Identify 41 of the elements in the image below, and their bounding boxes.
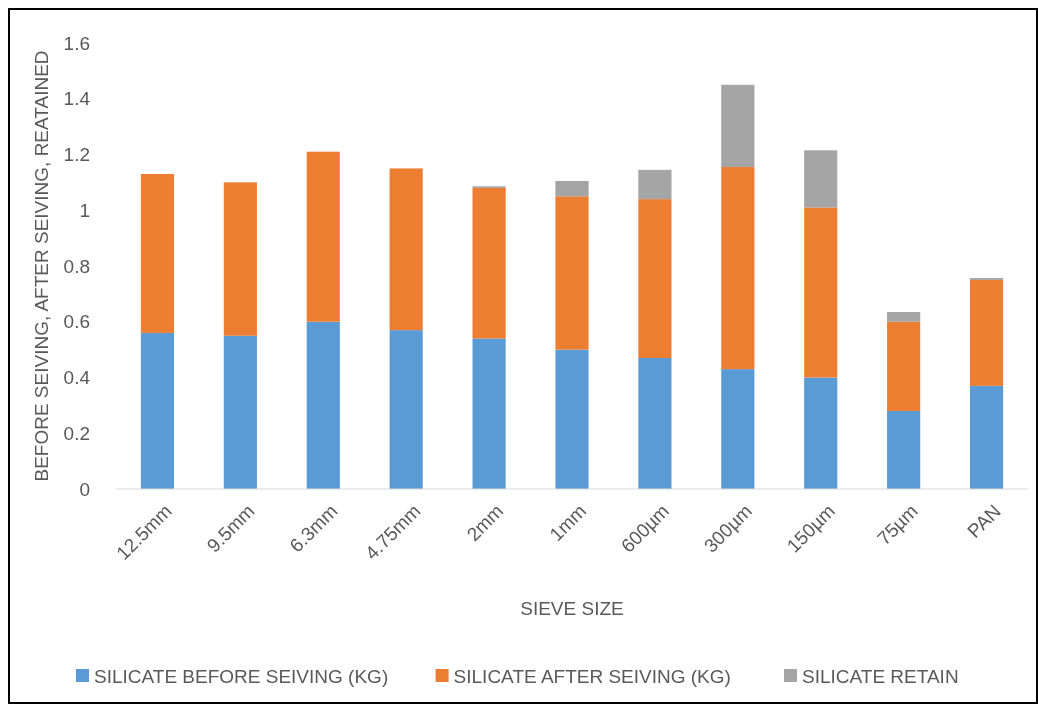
bar: [721, 167, 755, 370]
bar: [389, 330, 423, 489]
x-axis-title: SIEVE SIZE: [520, 598, 624, 619]
y-tick-label: 1: [79, 199, 90, 221]
bar: [555, 349, 589, 489]
bar: [140, 332, 175, 489]
bar: [306, 151, 340, 322]
y-tick-label: 0.4: [63, 367, 91, 389]
bar: [223, 335, 257, 489]
y-tick-label: 1.6: [63, 32, 90, 54]
bar: [223, 182, 257, 336]
bar: [555, 196, 589, 350]
y-tick-label: 0: [79, 478, 90, 500]
bar: [638, 357, 672, 489]
bar: [306, 321, 340, 489]
y-tick-label: 0.2: [63, 422, 90, 444]
bar: [389, 168, 423, 331]
y-axis-title: BEFORE SEIVING, AFTER SEIVING, REATAINED: [31, 50, 52, 482]
bar: [472, 187, 506, 339]
bar: [969, 385, 1004, 489]
bar: [887, 321, 921, 411]
y-tick-label: 0.8: [63, 255, 90, 277]
bar: [804, 207, 838, 378]
y-tick-label: 1.2: [63, 144, 90, 166]
y-tick-label: 1.4: [63, 88, 91, 110]
legend-label: SILICATE RETAIN: [802, 665, 959, 687]
bar: [804, 377, 838, 489]
legend-label: SILICATE BEFORE SEIVING (KG): [94, 665, 389, 687]
bar: [887, 311, 921, 322]
y-tick-label: 0.6: [63, 311, 90, 333]
bar: [721, 369, 755, 489]
bar: [638, 169, 672, 200]
bar: [638, 199, 672, 358]
bar: [140, 174, 175, 333]
legend-label: SILICATE AFTER SEIVING (KG): [453, 665, 731, 687]
bar: [721, 84, 755, 168]
bar: [887, 410, 921, 489]
bar: [804, 150, 838, 208]
bar: [555, 180, 589, 197]
bar: [969, 279, 1004, 386]
bar: [472, 338, 506, 489]
